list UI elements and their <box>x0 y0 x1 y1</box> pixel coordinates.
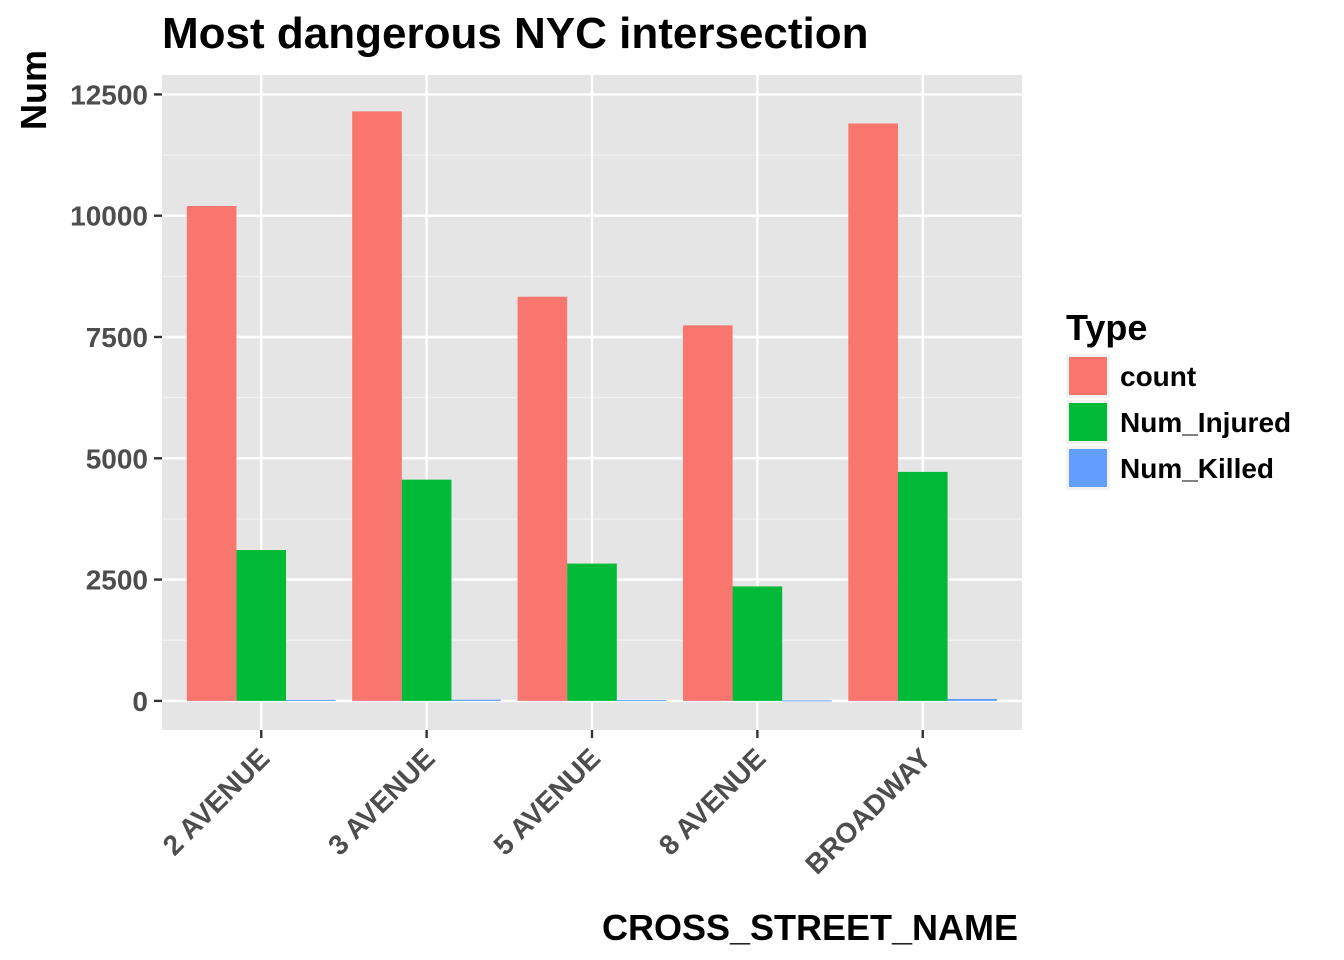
x-tick-label: 5 AVENUE <box>487 742 606 861</box>
bar-num-injured <box>236 549 287 701</box>
legend-key-swatch <box>1069 403 1107 441</box>
bar-num-killed <box>782 700 832 702</box>
bar-num-injured <box>567 563 617 701</box>
bar-count <box>682 325 733 701</box>
bar-count <box>517 296 568 701</box>
y-tick-label: 2500 <box>86 565 148 596</box>
y-tick-label: 10000 <box>70 201 148 232</box>
legend: Type count Num_Injured Num_Killed <box>1066 307 1291 490</box>
y-tick-label: 7500 <box>86 322 148 353</box>
bars <box>186 111 998 702</box>
legend-label: Num_Injured <box>1120 407 1291 438</box>
legend-title: Type <box>1066 307 1147 348</box>
legend-key-swatch <box>1069 449 1107 487</box>
bar-num-killed <box>286 699 336 701</box>
legend-key-swatch <box>1069 357 1107 395</box>
y-tick-label: 5000 <box>86 443 148 474</box>
bar-num-killed <box>451 699 502 701</box>
bar-num-killed <box>947 698 998 701</box>
y-tick-label: 0 <box>132 686 148 717</box>
x-axis: 2 AVENUE 3 AVENUE 5 AVENUE 8 AVENUE BROADWAY <box>157 730 937 880</box>
legend-label: Num_Killed <box>1120 453 1274 484</box>
x-tick-label: 3 AVENUE <box>322 742 441 861</box>
chart-title: Most dangerous NYC intersection <box>162 9 869 58</box>
x-tick-label: 2 AVENUE <box>157 742 276 861</box>
x-tick-label: 8 AVENUE <box>653 742 772 861</box>
bar-num-injured <box>401 479 452 701</box>
bar-count <box>848 123 898 701</box>
bar-num-injured <box>732 586 783 701</box>
y-axis: 0 2500 5000 7500 10000 12500 <box>70 79 162 717</box>
bar-num-killed <box>616 700 667 702</box>
x-tick-label: BROADWAY <box>799 742 937 880</box>
y-tick-label: 12500 <box>70 79 148 110</box>
y-axis-title: Num <box>13 50 54 130</box>
bar-count <box>352 111 402 701</box>
bar-count <box>186 206 237 701</box>
x-axis-title: CROSS_STREET_NAME <box>602 907 1018 948</box>
legend-label: count <box>1120 361 1196 392</box>
bar-num-injured <box>897 471 948 701</box>
